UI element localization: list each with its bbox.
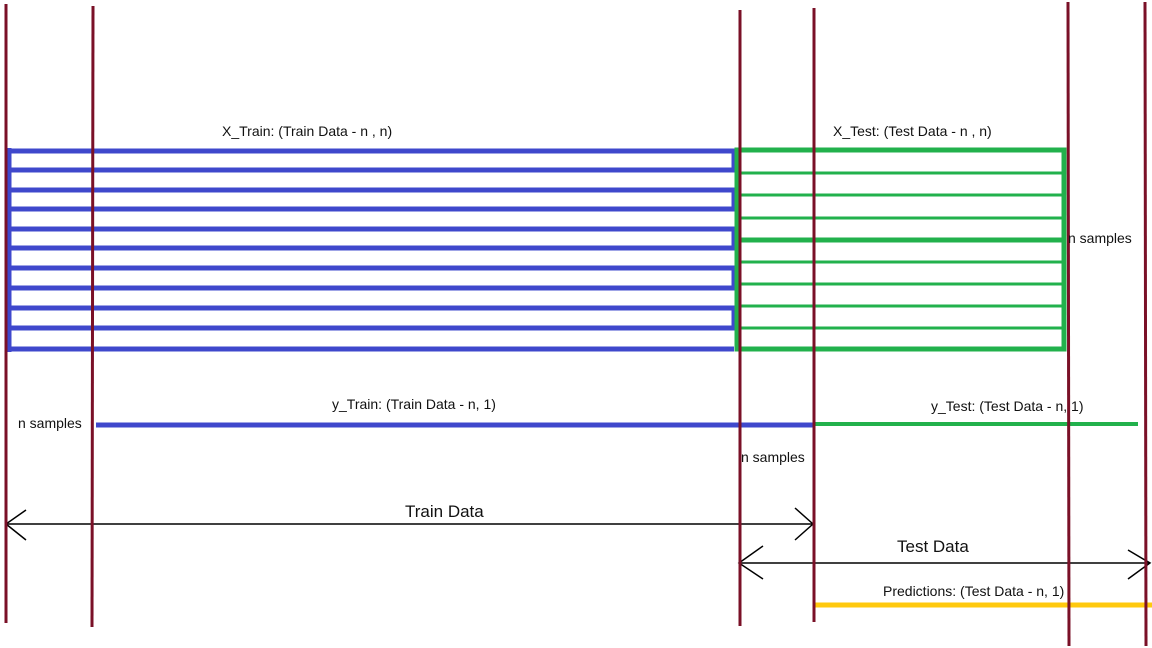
- x-test-outline: [734, 147, 1067, 352]
- x-train-row: [6, 305, 737, 331]
- arrow-head-left: [4, 509, 27, 541]
- n-samples-mid-label: n samples: [741, 449, 805, 465]
- x-train-row: [6, 148, 737, 173]
- boundary-line: [1143, 1, 1148, 647]
- boundary-line: [90, 5, 95, 628]
- y-train-label: y_Train: (Train Data - n, 1): [332, 396, 496, 412]
- n-samples-right-label: n samples: [1068, 230, 1132, 246]
- x-train-matrix: [6, 148, 737, 352]
- x-test-matrix: [734, 147, 1067, 352]
- boundary-line: [1066, 1, 1071, 647]
- test-data-label: Test Data: [897, 537, 969, 556]
- arrow-head-right: [1127, 549, 1152, 580]
- x-test-label: X_Test: (Test Data - n , n): [833, 123, 992, 139]
- x-train-label: X_Train: (Train Data - n , n): [222, 123, 392, 139]
- y-test-label: y_Test: (Test Data - n, 1): [931, 398, 1084, 414]
- boundary-lines: [4, 1, 1148, 647]
- n-samples-left-label: n samples: [18, 415, 82, 431]
- x-train-row: [6, 226, 737, 251]
- x-train-row: [6, 265, 737, 291]
- x-train-row: [6, 187, 737, 212]
- predictions-label: Predictions: (Test Data - n, 1): [883, 583, 1064, 599]
- train-data-label: Train Data: [405, 502, 484, 521]
